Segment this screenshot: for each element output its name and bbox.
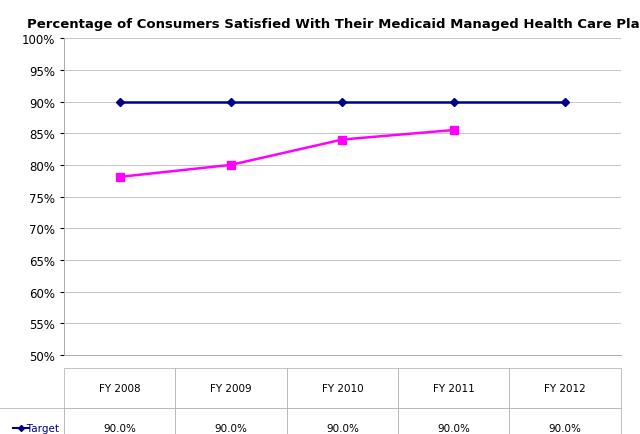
Title: Percentage of Consumers Satisfied With Their Medicaid Managed Health Care Plans: Percentage of Consumers Satisfied With T… — [28, 18, 640, 31]
